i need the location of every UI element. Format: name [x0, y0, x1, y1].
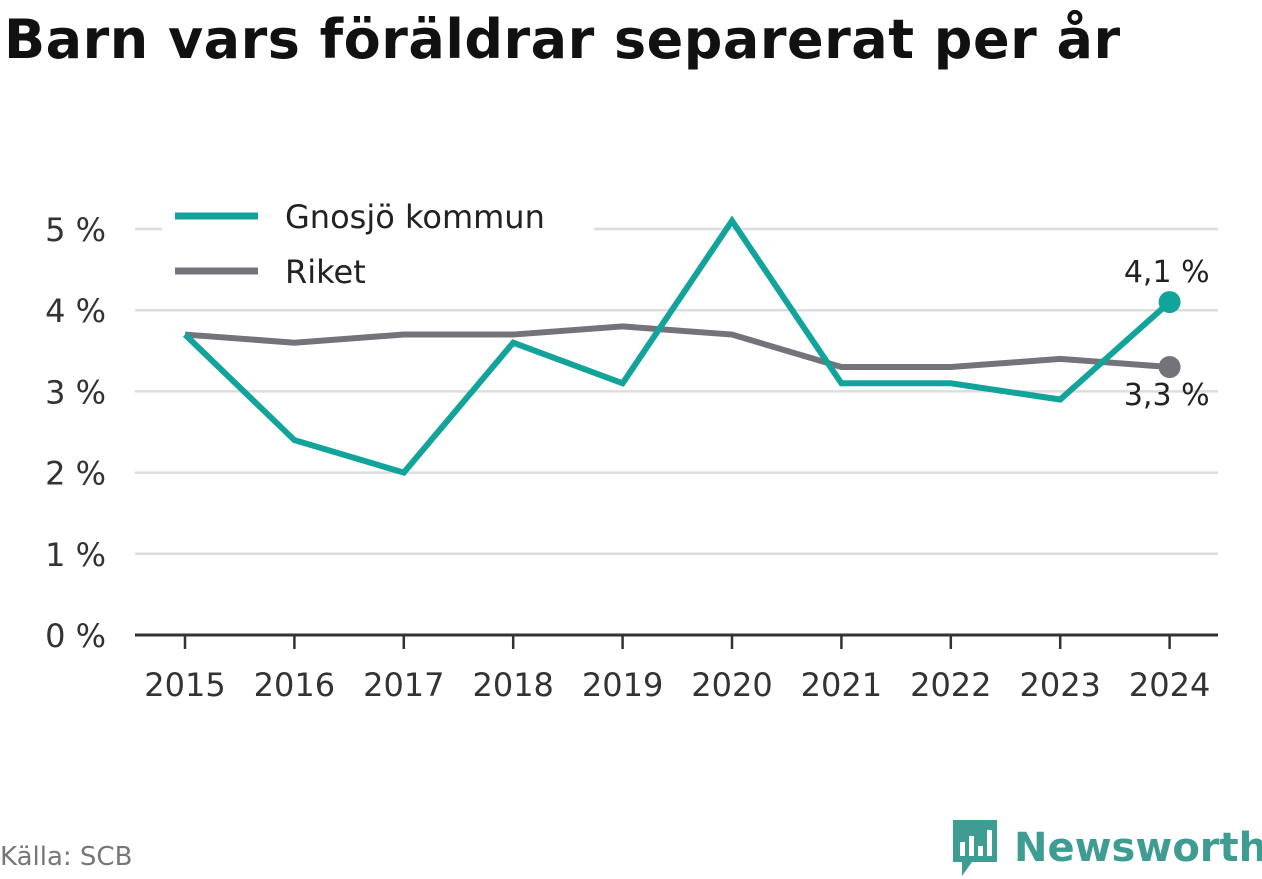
legend: Gnosjö kommun Riket	[162, 190, 594, 300]
y-tick-label: 0 %	[45, 617, 106, 655]
end-marker	[1158, 291, 1181, 314]
newsworthy-logo: Newsworthy	[950, 818, 1262, 878]
series-line-riket	[184, 323, 1170, 371]
series-line-gnosjo	[182, 215, 1172, 477]
gridlines	[135, 227, 1218, 556]
y-tick-label: 4 %	[45, 292, 106, 330]
x-tick-label: 2016	[254, 666, 335, 704]
x-tick-label: 2023	[1019, 666, 1100, 704]
end-marker	[1158, 356, 1181, 379]
end-value-label: 3,3 %	[1124, 378, 1210, 413]
x-tick-label: 2017	[363, 666, 444, 704]
x-tick-label: 2021	[801, 666, 882, 704]
y-axis-ticks: 0 % 1 % 2 % 3 % 4 % 5 %	[45, 211, 106, 655]
legend-label: Gnosjö kommun	[285, 198, 545, 236]
end-markers: 4,1 % 3,3 %	[1124, 255, 1210, 413]
y-tick-label: 1 %	[45, 536, 106, 574]
x-tick-label: 2018	[472, 666, 553, 704]
y-tick-label: 2 %	[45, 455, 106, 493]
source-note: Källa: SCB	[0, 842, 133, 872]
series-lines	[182, 215, 1172, 477]
y-tick-label: 5 %	[45, 211, 106, 249]
x-tick-label: 2015	[144, 666, 225, 704]
x-tick-label: 2019	[582, 666, 663, 704]
y-tick-label: 3 %	[45, 373, 106, 411]
legend-background	[162, 190, 594, 300]
chart-title: Barn vars föräldrar separerat per år	[4, 8, 1121, 71]
x-axis-ticks: 2015 2016 2017 2018 2019 2020 2021 2022 2023 2024	[144, 635, 1210, 704]
brand-name: Newsworthy	[1014, 825, 1262, 871]
legend-label: Riket	[285, 253, 366, 291]
x-tick-label: 2020	[691, 666, 772, 704]
end-value-label: 4,1 %	[1124, 255, 1210, 290]
newsworthy-logo-icon	[953, 820, 997, 876]
x-tick-label: 2022	[910, 666, 991, 704]
x-tick-label: 2024	[1129, 666, 1210, 704]
